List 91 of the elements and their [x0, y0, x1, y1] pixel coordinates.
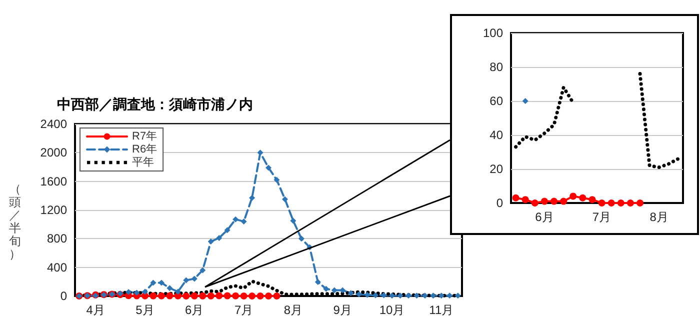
point: [208, 238, 214, 245]
point: [265, 292, 272, 300]
point: [323, 286, 330, 292]
point: [282, 196, 288, 202]
y-tick-label: 1200: [40, 203, 68, 217]
chart-title: 中西部／調査地：須崎市浦ノ内: [57, 96, 253, 112]
point: [257, 150, 264, 156]
point: [240, 218, 247, 224]
point: [414, 292, 420, 299]
point: [191, 276, 198, 282]
point: [207, 292, 214, 300]
y-axis-title: （頭／半旬）: [8, 182, 22, 261]
x-tick-label: 10月: [379, 303, 405, 317]
x-tick-label: 4月: [86, 303, 105, 317]
y-tick-label: 0: [60, 289, 68, 303]
point: [588, 196, 596, 204]
x-tick-label: 8月: [650, 210, 668, 224]
point: [372, 292, 379, 298]
x-tick-label: 7月: [592, 210, 612, 224]
point: [150, 292, 157, 300]
point: [190, 292, 198, 300]
point: [570, 192, 577, 200]
point: [430, 292, 436, 299]
point: [150, 280, 156, 286]
point: [579, 194, 586, 202]
x-tick-label: 9月: [333, 303, 352, 317]
x-tick-label: 7月: [234, 303, 254, 317]
legend-label: 平年: [132, 156, 154, 168]
point: [126, 289, 132, 296]
x-tick-label: 6月: [535, 210, 554, 224]
x-tick-label: 5月: [136, 303, 154, 317]
point: [608, 200, 615, 206]
point: [200, 267, 206, 274]
point: [617, 200, 624, 206]
point: [454, 292, 461, 299]
point: [298, 236, 304, 242]
y-tick-label: 2000: [40, 146, 68, 160]
legend-label: R7年: [132, 130, 158, 142]
point: [626, 200, 634, 206]
point: [248, 292, 256, 300]
point: [158, 292, 165, 300]
x-tick-label: 6月: [185, 303, 204, 317]
point: [183, 277, 190, 284]
y-tick-label: 0: [496, 196, 504, 210]
point: [182, 292, 190, 300]
point: [397, 292, 404, 299]
y-tick-label: 60: [490, 94, 504, 108]
point: [540, 198, 548, 205]
y-tick-label: 20: [490, 162, 504, 176]
point: [166, 285, 173, 292]
point: [249, 194, 256, 201]
point: [598, 200, 606, 206]
point: [232, 292, 240, 300]
point: [134, 290, 140, 296]
point: [224, 227, 230, 234]
point: [560, 198, 568, 205]
y-tick-label: 2400: [40, 117, 68, 131]
point: [256, 292, 264, 300]
point: [636, 200, 644, 206]
point: [232, 216, 239, 222]
point: [422, 292, 428, 299]
y-tick-label: 800: [46, 232, 68, 246]
point: [199, 292, 206, 300]
point: [216, 234, 222, 241]
x-tick-label: 8月: [284, 303, 303, 317]
point: [240, 292, 248, 300]
point: [340, 287, 346, 294]
y-tick-label: 40: [490, 128, 504, 142]
legend-label: R6年: [132, 144, 158, 156]
point: [166, 292, 174, 300]
y-tick-label: 400: [46, 260, 68, 274]
point: [274, 176, 280, 183]
x-tick-label: 11月: [429, 303, 454, 317]
point: [356, 291, 362, 298]
point: [273, 292, 280, 300]
point: [389, 292, 396, 299]
point: [266, 164, 272, 171]
point: [216, 292, 223, 300]
point: [224, 292, 231, 300]
point: [348, 290, 354, 296]
point: [438, 292, 444, 299]
point: [522, 196, 529, 204]
y-tick-label: 100: [482, 26, 504, 40]
point: [531, 200, 538, 206]
point: [174, 288, 181, 295]
y-tick-label: 80: [490, 60, 504, 74]
point: [290, 218, 296, 224]
point: [512, 194, 520, 202]
point: [314, 279, 321, 286]
y-tick-label: 1600: [40, 174, 68, 188]
point: [550, 198, 558, 205]
